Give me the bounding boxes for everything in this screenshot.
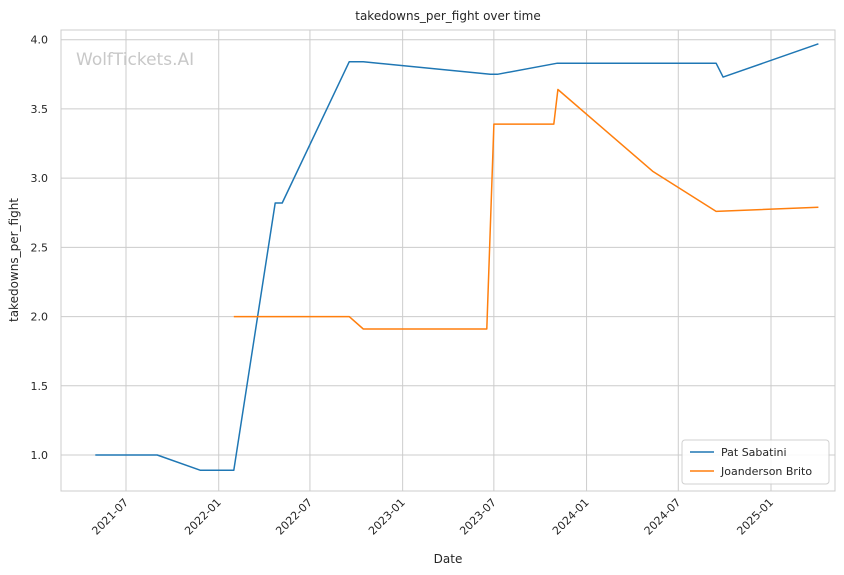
y-axis-title: takedowns_per_fight bbox=[7, 198, 21, 322]
series-line-joanderson-brito bbox=[233, 88, 819, 330]
y-tick-label: 2.5 bbox=[31, 241, 49, 254]
x-axis-title: Date bbox=[434, 552, 463, 566]
series-layer bbox=[95, 43, 819, 471]
y-tick-label: 1.5 bbox=[31, 380, 49, 393]
watermark: WolfTickets.AI bbox=[76, 50, 194, 70]
y-tick-label: 3.5 bbox=[31, 103, 49, 116]
legend: Pat Sabatini Joanderson Brito bbox=[681, 439, 830, 485]
chart-title: takedowns_per_fight over time bbox=[355, 9, 541, 23]
plot-frame bbox=[60, 29, 836, 492]
legend-label: Pat Sabatini bbox=[721, 446, 787, 459]
y-tick-label: 4.0 bbox=[31, 34, 49, 47]
grid bbox=[61, 30, 835, 491]
y-tick-label: 3.0 bbox=[31, 172, 49, 185]
y-tick-label: 1.0 bbox=[31, 449, 49, 462]
legend-label: Joanderson Brito bbox=[720, 465, 812, 478]
series-line-pat-sabatini bbox=[95, 43, 819, 471]
legend-box bbox=[681, 439, 830, 485]
y-tick-label: 2.0 bbox=[31, 311, 49, 324]
